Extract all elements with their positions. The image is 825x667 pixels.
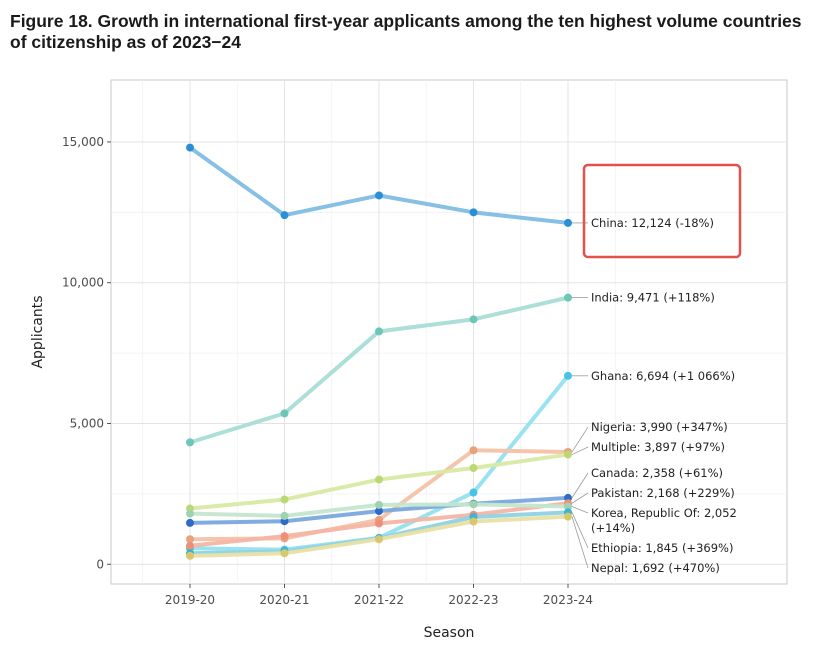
y-tick-label: 15,000	[62, 135, 104, 149]
x-tick-label: 2021-22	[354, 593, 404, 607]
data-point	[564, 502, 572, 511]
data-point	[375, 507, 383, 516]
y-axis-ticks: 0 5,000 10,000 15,000	[62, 135, 111, 571]
data-point	[564, 512, 572, 521]
data-point	[375, 327, 383, 336]
data-point	[375, 535, 383, 544]
y-tick-label: 0	[96, 557, 104, 571]
data-point	[280, 549, 289, 558]
data-point	[564, 450, 572, 459]
figure-title: Figure 18. Growth in international first…	[10, 11, 802, 52]
label-connector	[571, 512, 589, 549]
label-connector	[571, 492, 589, 504]
y-tick-label: 10,000	[62, 276, 104, 290]
china-highlight-box	[582, 163, 742, 259]
series-india	[186, 293, 572, 447]
data-point	[469, 517, 478, 526]
x-tick-label: 2020-21	[259, 593, 309, 607]
end-label-canada: Canada: 2,358 (+61%)	[591, 466, 723, 480]
series-korea-republic-of	[186, 500, 572, 520]
data-point	[186, 541, 194, 550]
end-label-china: China: 12,124 (-18%)	[591, 216, 714, 230]
data-point	[280, 495, 289, 504]
end-label-ghana: Ghana: 6,694 (+1 066%)	[591, 369, 735, 383]
end-labels: China: 12,124 (-18%) India: 9,471 (+118%)…	[591, 216, 737, 575]
x-tick-label: 2022-23	[448, 593, 498, 607]
data-point	[186, 551, 194, 560]
data-point	[564, 371, 572, 380]
data-point	[564, 293, 572, 302]
data-point	[469, 463, 478, 472]
label-connector	[571, 472, 589, 499]
data-point	[469, 500, 478, 509]
series-nepal	[186, 512, 572, 560]
label-connector	[571, 446, 589, 455]
data-point	[280, 511, 289, 520]
data-point	[280, 211, 289, 220]
data-point	[469, 315, 478, 324]
data-point	[375, 191, 383, 200]
data-point	[375, 500, 383, 509]
series-china	[186, 143, 572, 227]
data-point	[186, 518, 194, 527]
label-connector	[571, 506, 589, 514]
label-connector	[571, 516, 589, 569]
end-label-ethiopia: Ethiopia: 1,845 (+369%)	[591, 541, 733, 555]
data-point	[469, 446, 478, 455]
end-label-pakistan: Pakistan: 2,168 (+229%)	[591, 486, 735, 500]
data-point	[375, 475, 383, 484]
data-point	[469, 488, 478, 497]
y-tick-label: 5,000	[70, 417, 104, 431]
series-lines	[186, 143, 572, 560]
label-connector	[571, 426, 589, 453]
data-point	[186, 143, 194, 152]
x-axis-ticks: 2019-20 2020-21 2021-22 2022-23 2023-24	[165, 584, 593, 607]
end-label-nigeria: Nigeria: 3,990 (+347%)	[591, 420, 728, 434]
x-tick-label: 2019-20	[165, 593, 215, 607]
end-label-multiple: Multiple: 3,897 (+97%)	[591, 440, 725, 454]
data-point	[564, 218, 572, 227]
x-axis-title: Season	[424, 625, 475, 641]
data-point	[186, 438, 194, 447]
y-axis-title: Applicants	[30, 295, 46, 368]
data-point	[375, 519, 383, 528]
data-point	[280, 532, 289, 541]
end-label-nepal: Nepal: 1,692 (+470%)	[591, 561, 720, 575]
label-connectors	[571, 222, 589, 569]
data-point	[186, 535, 194, 544]
end-label-korea-republic-of: Korea, Republic Of: 2,052	[591, 506, 737, 520]
data-point	[469, 208, 478, 217]
end-label-india: India: 9,471 (+118%)	[591, 291, 715, 305]
data-point	[280, 409, 289, 418]
end-label-korea-republic-of: (+14%)	[591, 521, 635, 535]
data-point	[186, 509, 194, 518]
x-tick-label: 2023-24	[543, 593, 593, 607]
